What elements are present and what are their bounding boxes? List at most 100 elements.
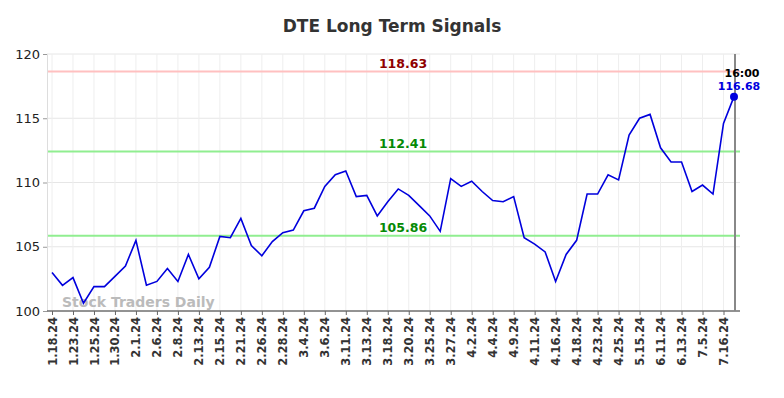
x-grid-line	[387, 54, 388, 311]
x-tick-mark	[52, 311, 53, 315]
x-tick-mark	[577, 311, 578, 315]
x-grid-line	[660, 54, 661, 311]
x-tick-mark	[451, 311, 452, 315]
x-tick-label: 3.13.24	[360, 317, 374, 366]
y-tick-label: 110	[15, 175, 40, 190]
x-tick: 3.6.24	[318, 311, 332, 358]
x-tick-label: 6.11.24	[654, 317, 668, 366]
x-grid-line	[702, 54, 703, 311]
x-tick-label: 1.23.24	[67, 317, 81, 366]
x-grid-line	[93, 54, 94, 311]
x-tick-label: 1.18.24	[46, 317, 60, 366]
x-tick: 3.27.24	[444, 311, 458, 366]
x-tick-mark	[388, 311, 389, 315]
x-grid-line	[198, 54, 199, 311]
x-tick-label: 4.11.24	[528, 317, 542, 366]
x-tick: 3.13.24	[360, 311, 374, 366]
x-tick: 2.8.24	[171, 311, 185, 358]
y-axis: 100105110115120	[15, 47, 47, 319]
x-tick: 4.11.24	[528, 311, 542, 366]
x-tick-label: 2.13.24	[192, 317, 206, 366]
x-tick-mark	[514, 311, 515, 315]
y-grid-line	[47, 118, 740, 119]
x-tick: 4.4.24	[486, 311, 500, 358]
x-tick: 3.20.24	[402, 311, 416, 366]
y-tick: 115	[15, 111, 47, 126]
x-tick-mark	[430, 311, 431, 315]
x-grid-line	[534, 54, 535, 311]
x-tick-label: 3.25.24	[423, 317, 437, 366]
x-tick-mark	[703, 311, 704, 315]
x-tick-label: 2.28.24	[276, 317, 290, 366]
y-tick: 100	[15, 304, 47, 319]
x-grid-line	[219, 54, 220, 311]
reference-label: 105.86	[379, 220, 428, 235]
y-tick: 120	[15, 47, 47, 62]
x-tick: 4.16.24	[549, 311, 563, 366]
x-tick: 6.13.24	[675, 311, 689, 366]
x-tick-mark	[220, 311, 221, 315]
x-grid-line	[408, 54, 409, 311]
x-tick-label: 3.18.24	[381, 317, 395, 366]
y-tick-label: 120	[15, 47, 40, 62]
x-tick: 2.28.24	[276, 311, 290, 366]
x-tick: 2.26.24	[255, 311, 269, 366]
x-tick-mark	[178, 311, 179, 315]
y-tick-label: 100	[15, 304, 40, 319]
x-tick-mark	[262, 311, 263, 315]
x-tick-mark	[115, 311, 116, 315]
x-tick-label: 2.8.24	[171, 317, 185, 358]
x-grid-line	[114, 54, 115, 311]
x-grid-line	[618, 54, 619, 311]
x-tick-mark	[199, 311, 200, 315]
x-grid-line	[177, 54, 178, 311]
x-tick: 4.2.24	[465, 311, 479, 358]
y-axis-line	[43, 55, 48, 312]
x-tick: 1.25.24	[87, 311, 101, 366]
x-tick: 4.23.24	[591, 311, 605, 366]
x-grid-line	[366, 54, 367, 311]
y-grid-line	[47, 311, 740, 312]
price-line	[52, 97, 734, 304]
x-grid-line	[135, 54, 136, 311]
x-tick-mark	[535, 311, 536, 315]
x-tick-label: 1.25.24	[87, 317, 101, 366]
x-tick-mark	[619, 311, 620, 315]
grid	[47, 54, 740, 311]
x-tick: 4.18.24	[570, 311, 584, 366]
reference-line	[47, 71, 740, 73]
x-tick: 5.15.24	[633, 311, 647, 366]
x-tick-mark	[346, 311, 347, 315]
x-tick-label: 3.4.24	[297, 317, 311, 358]
x-tick-label: 4.25.24	[612, 317, 626, 366]
x-tick: 2.1.24	[129, 311, 143, 358]
x-tick: 1.18.24	[46, 311, 60, 366]
x-tick-label: 1.30.24	[108, 317, 122, 366]
x-tick-mark	[94, 311, 95, 315]
x-tick: 6.11.24	[654, 311, 668, 366]
y-tick-mark	[43, 118, 47, 119]
x-grid-line	[429, 54, 430, 311]
reference-label: 112.41	[379, 136, 427, 151]
x-tick-mark	[409, 311, 410, 315]
x-tick: 3.4.24	[297, 311, 311, 358]
x-tick-mark	[640, 311, 641, 315]
x-grid-line	[681, 54, 682, 311]
x-tick: 3.11.24	[339, 311, 353, 366]
x-grid-line	[72, 54, 73, 311]
reference-lines: 118.63112.41105.86	[47, 56, 740, 236]
x-tick: 4.9.24	[507, 311, 521, 358]
x-tick-label: 4.9.24	[507, 317, 521, 358]
x-tick-label: 2.21.24	[234, 317, 248, 366]
x-grid-line	[240, 54, 241, 311]
x-tick-label: 3.6.24	[318, 317, 332, 358]
x-tick-mark	[682, 311, 683, 315]
x-grid-line	[345, 54, 346, 311]
x-grid-line	[576, 54, 577, 311]
x-tick-label: 4.2.24	[465, 317, 479, 358]
x-tick: 2.13.24	[192, 311, 206, 366]
x-tick-mark	[157, 311, 158, 315]
x-grid-line	[597, 54, 598, 311]
x-tick-mark	[598, 311, 599, 315]
x-tick-label: 6.13.24	[675, 317, 689, 366]
